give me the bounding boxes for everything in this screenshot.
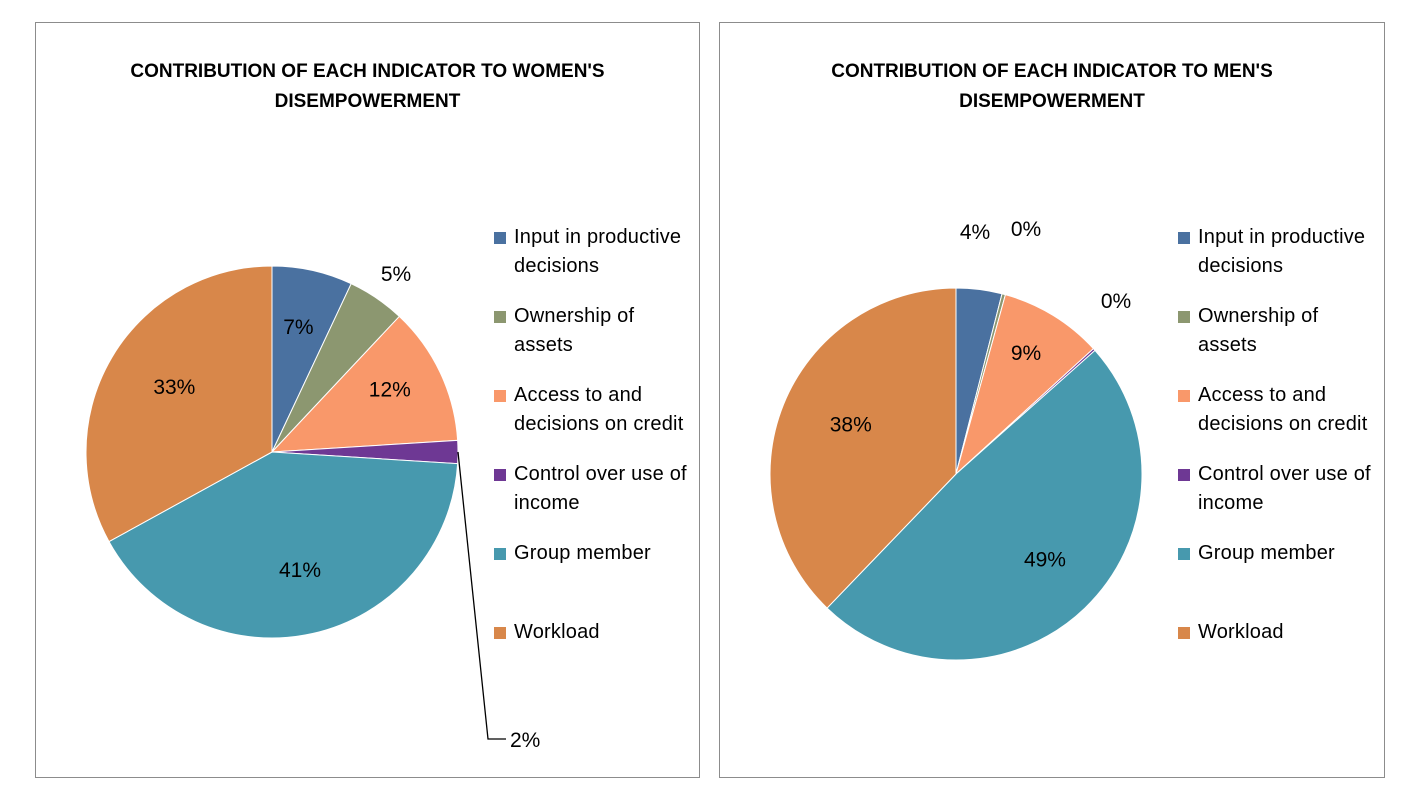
data-label-input: 7%: [283, 316, 313, 339]
legend-swatch: [494, 232, 506, 244]
legend-label: Access to and decisions on credit: [514, 384, 684, 435]
legend-swatch: [494, 627, 506, 639]
data-label-input: 4%: [960, 221, 990, 244]
data-label-ownership: 5%: [381, 263, 411, 286]
pie-slice-credit: [955, 294, 1095, 476]
leader-line-income: [457, 451, 506, 740]
legend-swatch: [1178, 469, 1190, 481]
data-label-group: 49%: [1024, 549, 1066, 572]
men-pie-chart: 4% 0% 9% 0% 49% 38%: [769, 218, 1143, 661]
data-label-workload: 38%: [830, 414, 872, 437]
legend-swatch: [1178, 627, 1190, 639]
legend-swatch: [1178, 548, 1190, 560]
legend-label: Workload: [1198, 621, 1284, 643]
pie-slice-credit: [270, 315, 459, 453]
women-pie-chart: 7% 5% 12% 2% 41% 33%: [85, 263, 540, 752]
legend-label: Control over use of income: [1198, 463, 1371, 514]
legend-swatch: [1178, 311, 1190, 323]
legend-label: Control over use of income: [514, 463, 687, 514]
data-label-group: 41%: [279, 559, 321, 582]
legend-label: Group member: [514, 542, 651, 564]
data-label-ownership: 0%: [1011, 218, 1041, 241]
legend-label: Input in productive decisions: [1198, 226, 1366, 277]
data-label-credit: 9%: [1011, 342, 1041, 365]
legend-swatch: [1178, 390, 1190, 402]
legend-label: Ownership of assets: [514, 305, 635, 356]
data-label-income: 2%: [510, 729, 540, 752]
legend-swatch: [494, 469, 506, 481]
legend-label: Input in productive decisions: [514, 226, 682, 277]
pie-slice-group: [826, 349, 1143, 661]
women-chart-title: CONTRIBUTION OF EACH INDICATOR TO WOMEN'…: [130, 61, 605, 112]
legend-swatch: [494, 548, 506, 560]
pie-slice-workload: [85, 265, 273, 543]
women-chart-panel: CONTRIBUTION OF EACH INDICATOR TO WOMEN'…: [35, 22, 700, 778]
data-label-income: 0%: [1101, 290, 1131, 313]
data-label-credit: 12%: [369, 379, 411, 402]
legend-swatch: [1178, 232, 1190, 244]
legend-label: Group member: [1198, 542, 1335, 564]
men-chart-title: CONTRIBUTION OF EACH INDICATOR TO MEN'S …: [831, 61, 1273, 112]
legend-label: Workload: [514, 621, 600, 643]
pie-slice-workload: [769, 287, 957, 609]
legend-label: Access to and decisions on credit: [1198, 384, 1368, 435]
men-chart-panel: CONTRIBUTION OF EACH INDICATOR TO MEN'S …: [719, 22, 1385, 778]
data-label-workload: 33%: [153, 376, 195, 399]
pie-slice-group: [108, 451, 459, 639]
legend-label: Ownership of assets: [1198, 305, 1319, 356]
legend-swatch: [494, 311, 506, 323]
legend-swatch: [494, 390, 506, 402]
